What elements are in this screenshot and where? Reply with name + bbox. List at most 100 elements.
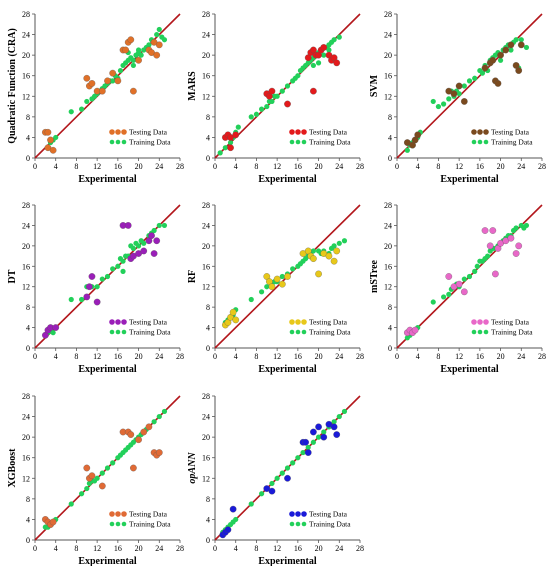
x-axis-label: Experimental (440, 364, 499, 375)
y-tick-label: 24 (384, 221, 392, 230)
legend-testing-marker (471, 129, 477, 135)
testing-point (455, 82, 463, 90)
training-point (94, 475, 100, 481)
x-tick-label: 12 (93, 162, 101, 171)
y-tick-label: 0 (388, 154, 392, 163)
testing-point (140, 428, 148, 436)
training-point (84, 485, 90, 492)
panel-7: 00 4 4 8 8 12 12 16 16 20 20 24 24 28 28 Experimental XG… (7, 392, 184, 566)
y-tick-label: 24 (202, 413, 210, 422)
x-tick-label: 28 (538, 352, 546, 361)
x-tick-label: 12 (273, 544, 281, 553)
legend-testing-label: Testing Data (129, 318, 168, 327)
x-tick-label: 20 (315, 352, 323, 361)
training-point (430, 98, 436, 105)
training-point (161, 408, 168, 415)
legend-testing-marker (289, 511, 295, 517)
x-tick-label: 0 (33, 352, 37, 361)
y-tick-label: 0 (388, 344, 392, 353)
training-point (161, 37, 168, 43)
testing-point (124, 222, 132, 229)
y-axis-label: XGBoost (7, 448, 18, 488)
testing-point (49, 518, 57, 526)
y-tick-label: 28 (22, 201, 30, 210)
legend-testing-marker (109, 129, 115, 135)
training-point (513, 225, 519, 231)
y-tick-label: 16 (202, 72, 210, 81)
training-point (217, 150, 223, 156)
training-point (508, 47, 514, 53)
y-tick-label: 12 (22, 474, 30, 483)
x-tick-label: 16 (294, 544, 302, 553)
legend-testing-label: Testing Data (491, 318, 530, 327)
x-tick-label: 0 (33, 544, 37, 553)
legend-training-marker (109, 329, 115, 335)
training-point (253, 111, 260, 117)
x-tick-label: 12 (93, 352, 101, 361)
legend-training-marker (483, 139, 489, 145)
legend-testing-marker (121, 511, 127, 517)
x-tick-label: 12 (455, 162, 463, 171)
legend-testing-marker (295, 129, 301, 135)
training-point (435, 103, 442, 110)
training-point (274, 93, 280, 99)
y-tick-label: 24 (22, 31, 30, 40)
y-tick-label: 0 (206, 344, 210, 353)
training-point (130, 57, 136, 63)
x-tick-label: 12 (93, 544, 101, 553)
testing-point (517, 41, 525, 49)
training-point (50, 330, 56, 336)
testing-point (268, 283, 276, 291)
testing-point (224, 526, 232, 534)
y-tick-label: 28 (202, 10, 210, 19)
training-point (154, 31, 160, 38)
y-tick-label: 16 (22, 72, 30, 81)
training-point (115, 263, 121, 269)
y-tick-label: 4 (26, 324, 30, 333)
training-point (151, 419, 157, 425)
training-point (99, 470, 105, 476)
training-point (430, 299, 436, 305)
training-point (79, 296, 85, 303)
legend-testing-marker (301, 129, 307, 135)
legend-testing-marker (295, 511, 301, 517)
x-tick-label: 4 (416, 352, 420, 361)
testing-point (455, 280, 463, 288)
x-axis-label: Experimental (258, 556, 317, 566)
testing-point (445, 273, 453, 280)
legend-training-label: Training Data (491, 138, 533, 147)
testing-point (122, 46, 129, 54)
testing-point (502, 46, 510, 54)
training-point (110, 78, 116, 84)
y-tick-label: 0 (206, 154, 210, 163)
training-point (120, 258, 126, 264)
x-tick-label: 28 (356, 162, 364, 171)
y-tick-label: 12 (384, 283, 392, 292)
training-point (117, 67, 124, 74)
y-tick-label: 4 (206, 515, 210, 524)
testing-point (140, 247, 148, 255)
x-axis-label: Experimental (440, 174, 499, 185)
y-tick-label: 28 (384, 201, 392, 210)
y-tick-label: 16 (202, 454, 210, 463)
testing-point (492, 270, 499, 278)
testing-point (486, 242, 494, 250)
training-point (259, 289, 265, 295)
x-tick-label: 12 (273, 352, 281, 361)
x-tick-label: 8 (74, 352, 78, 361)
testing-point (148, 232, 155, 239)
training-point (227, 139, 234, 146)
testing-point (325, 252, 333, 260)
legend-training-label: Training Data (491, 328, 533, 337)
testing-point (320, 44, 328, 51)
x-tick-label: 4 (416, 162, 420, 171)
testing-point (411, 326, 419, 334)
testing-point (127, 431, 135, 438)
x-tick-label: 4 (234, 352, 238, 361)
testing-point (150, 250, 158, 257)
training-point (120, 268, 126, 274)
training-point (336, 240, 342, 246)
testing-point (330, 423, 338, 431)
